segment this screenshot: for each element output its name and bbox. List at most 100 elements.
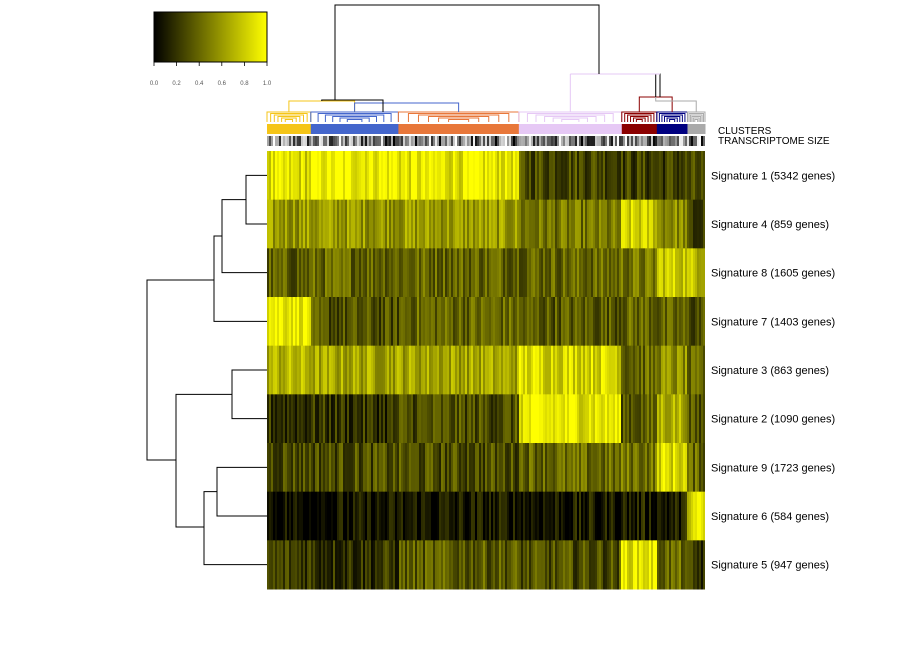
heatmap-cell: [635, 297, 637, 347]
heatmap-cell: [653, 151, 655, 201]
transcriptome-size-stripe: [613, 136, 615, 146]
heatmap-cell: [351, 491, 353, 541]
transcriptome-size-stripe: [397, 136, 399, 146]
heatmap-cell: [273, 199, 275, 249]
heatmap-cell: [413, 151, 415, 201]
heatmap-cell: [603, 491, 605, 541]
heatmap-cell: [383, 345, 385, 395]
heatmap-cell: [459, 199, 461, 249]
heatmap-cell: [683, 491, 685, 541]
heatmap-cell: [579, 345, 581, 395]
column-dendrogram-branch: [428, 116, 490, 122]
heatmap-cell: [667, 540, 669, 590]
heatmap-cell: [653, 394, 655, 444]
heatmap-cell: [687, 151, 689, 201]
heatmap-cell: [381, 394, 383, 444]
heatmap-cell: [283, 345, 285, 395]
heatmap-cell: [427, 394, 429, 444]
heatmap-cell: [609, 443, 611, 493]
heatmap-cell: [663, 443, 665, 493]
heatmap-cell: [621, 151, 623, 201]
heatmap-cell: [469, 540, 471, 590]
heatmap-cell: [411, 297, 413, 347]
heatmap-cell: [635, 151, 637, 201]
heatmap-cell: [611, 540, 613, 590]
heatmap-cell: [327, 297, 329, 347]
heatmap-cell: [507, 199, 509, 249]
heatmap-cell: [617, 297, 619, 347]
heatmap-cell: [295, 540, 297, 590]
heatmap-cell: [573, 491, 575, 541]
heatmap-cell: [697, 199, 699, 249]
heatmap-cell: [335, 540, 337, 590]
heatmap-cell: [497, 151, 499, 201]
heatmap-cell: [525, 394, 527, 444]
heatmap-cell: [355, 199, 357, 249]
heatmap-cell: [381, 443, 383, 493]
heatmap-cell: [317, 540, 319, 590]
heatmap-cell: [371, 491, 373, 541]
heatmap-cell: [361, 297, 363, 347]
heatmap-cell: [691, 199, 693, 249]
heatmap-cell: [401, 491, 403, 541]
heatmap-cell: [445, 443, 447, 493]
heatmap-cell: [651, 345, 653, 395]
transcriptome-size-stripe: [515, 136, 517, 146]
heatmap-cell: [595, 394, 597, 444]
heatmap-cell: [667, 345, 669, 395]
heatmap-cell: [487, 443, 489, 493]
heatmap-cell: [371, 297, 373, 347]
transcriptome-size-stripe: [349, 136, 351, 146]
heatmap-cell: [353, 248, 355, 298]
heatmap-cell: [277, 199, 279, 249]
heatmap-cell: [689, 248, 691, 298]
heatmap-cell: [649, 443, 651, 493]
heatmap-cell: [429, 540, 431, 590]
heatmap-cell: [383, 248, 385, 298]
heatmap-cell: [613, 199, 615, 249]
heatmap-cell: [657, 443, 659, 493]
heatmap-cell: [489, 199, 491, 249]
heatmap-cell: [615, 199, 617, 249]
heatmap-cell: [513, 151, 515, 201]
heatmap-cell: [277, 151, 279, 201]
heatmap-cell: [461, 394, 463, 444]
heatmap-cell: [423, 540, 425, 590]
heatmap-cell: [673, 297, 675, 347]
heatmap-cell: [283, 248, 285, 298]
heatmap-cell: [437, 394, 439, 444]
transcriptome-size-stripe: [481, 136, 483, 146]
heatmap-cell: [499, 345, 501, 395]
heatmap-cell: [415, 491, 417, 541]
heatmap-cell: [495, 151, 497, 201]
heatmap-cell: [527, 443, 529, 493]
heatmap-cell: [421, 248, 423, 298]
transcriptome-size-stripe: [489, 136, 491, 146]
heatmap-cell: [455, 297, 457, 347]
transcriptome-size-stripe: [281, 136, 283, 146]
transcriptome-size-stripe: [361, 136, 363, 146]
heatmap-cell: [627, 297, 629, 347]
column-dendrogram-branch: [417, 114, 500, 122]
heatmap-cell: [645, 345, 647, 395]
heatmap-cell: [405, 199, 407, 249]
heatmap-cell: [407, 151, 409, 201]
cluster-segment-orange: [398, 124, 520, 134]
heatmap-cell: [381, 199, 383, 249]
heatmap-cell: [529, 443, 531, 493]
transcriptome-size-stripe: [687, 136, 689, 146]
heatmap-cell: [307, 248, 309, 298]
transcriptome-size-stripe: [553, 136, 555, 146]
heatmap-cell: [669, 394, 671, 444]
heatmap-cell: [463, 248, 465, 298]
heatmap-cell: [489, 248, 491, 298]
heatmap-cell: [549, 394, 551, 444]
column-dendrogram-branch: [317, 113, 392, 122]
heatmap-cell: [593, 248, 595, 298]
heatmap-cell: [391, 394, 393, 444]
heatmap-cell: [603, 297, 605, 347]
heatmap-cell: [467, 151, 469, 201]
heatmap-cell: [605, 491, 607, 541]
heatmap-cell: [585, 248, 587, 298]
heatmap-cell: [295, 248, 297, 298]
